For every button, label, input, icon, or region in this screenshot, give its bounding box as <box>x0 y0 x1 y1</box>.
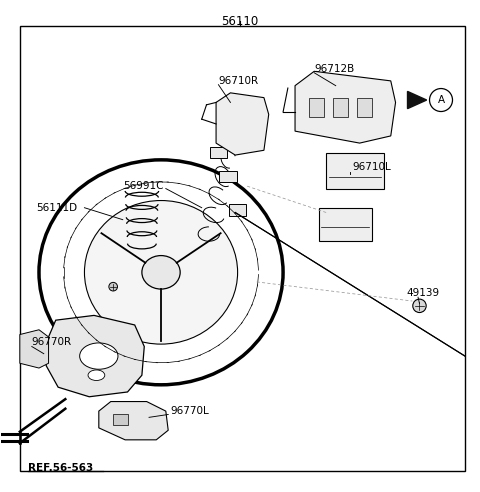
Bar <box>326 153 384 188</box>
Bar <box>333 97 348 117</box>
Text: 96710R: 96710R <box>218 76 259 86</box>
Text: 96712B: 96712B <box>314 64 354 74</box>
Text: 56111D: 56111D <box>36 203 78 213</box>
Bar <box>357 97 372 117</box>
Bar <box>210 147 227 158</box>
Bar <box>229 204 246 216</box>
Polygon shape <box>216 93 269 155</box>
Ellipse shape <box>142 255 180 289</box>
Polygon shape <box>99 401 168 440</box>
Circle shape <box>109 282 118 291</box>
Ellipse shape <box>84 201 238 344</box>
Bar <box>113 413 128 426</box>
Text: 56110: 56110 <box>221 15 259 29</box>
Ellipse shape <box>88 370 105 380</box>
Text: A: A <box>437 95 444 105</box>
Bar <box>219 171 237 183</box>
Text: REF.56-563: REF.56-563 <box>28 462 94 473</box>
Polygon shape <box>46 315 144 397</box>
Bar <box>310 97 324 117</box>
Circle shape <box>430 89 453 112</box>
Text: 56991C: 56991C <box>123 181 163 191</box>
Text: 96770R: 96770R <box>32 337 72 347</box>
Ellipse shape <box>80 343 118 369</box>
Bar <box>319 208 372 241</box>
Polygon shape <box>20 330 48 368</box>
Text: 96770L: 96770L <box>170 406 209 416</box>
Polygon shape <box>295 71 396 143</box>
Polygon shape <box>408 92 427 109</box>
Text: 49139: 49139 <box>407 288 440 298</box>
Circle shape <box>413 299 426 312</box>
Text: 96710L: 96710L <box>352 162 391 172</box>
